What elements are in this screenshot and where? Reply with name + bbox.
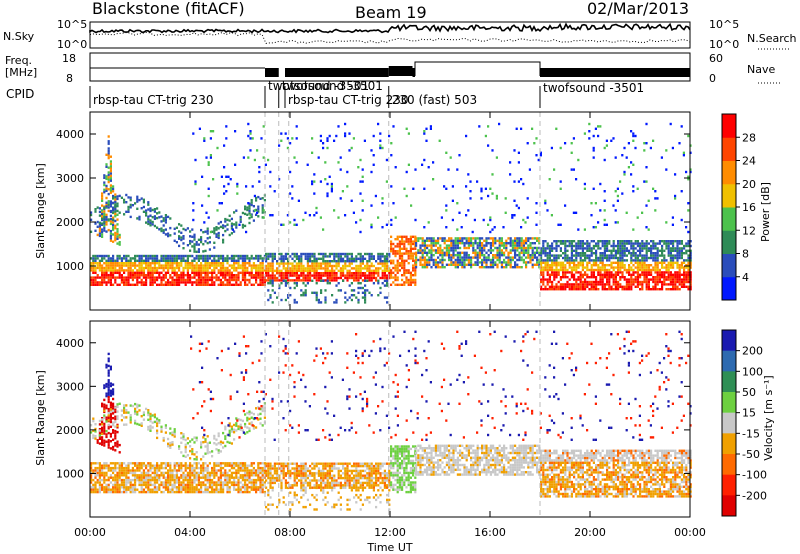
- nave-tick-bottom: 0: [709, 72, 716, 85]
- nave-label: Nave: [747, 63, 775, 76]
- nsky-tick-top: 10^5: [57, 18, 87, 31]
- cpid-segment: rbsp-tau CT-trig 230: [93, 93, 213, 107]
- colorbar-tick-label: 4: [742, 271, 749, 284]
- colorbar-swatch: [722, 433, 736, 455]
- nsky-label: N.Sky: [3, 30, 35, 43]
- y-tick-label: 3000: [56, 172, 84, 185]
- nsky-trace: [89, 22, 691, 44]
- power-panel: 1000 2000 3000 4000 Slant Range [km] 4 8 12 16…: [34, 111, 772, 311]
- x-tick-label: 00:00: [674, 526, 706, 539]
- freq-trace: [90, 61, 690, 77]
- velocity-panel: 1000 2000 3000 4000 Slant Range [km] 200 100…: [34, 320, 775, 518]
- colorbar-tick-label: 28: [742, 131, 756, 144]
- colorbar-tick-label: 200: [742, 345, 763, 358]
- y-tick-label: 1000: [56, 467, 84, 480]
- y-tick-label: 2000: [56, 216, 84, 229]
- colorbar-swatch: [722, 253, 736, 278]
- y-tick-label: 4000: [56, 128, 84, 141]
- x-tick-label: 00:00: [74, 526, 106, 539]
- colorbar-tick-label: 100: [742, 365, 763, 378]
- cpid-segment: twofsound -3501: [282, 79, 383, 93]
- colorbar-tick-label: 20: [742, 178, 756, 191]
- x-tick-label: 12:00: [374, 526, 406, 539]
- colorbar-swatch: [722, 160, 736, 185]
- colorbar-tick-label: 50: [742, 386, 756, 399]
- y-tick-label: 4000: [56, 337, 84, 350]
- colorbar-tick-label: -100: [742, 469, 767, 482]
- colorbar-tick-label: -15: [742, 427, 760, 440]
- colorbar-swatch: [722, 474, 736, 496]
- nsearch-tick-top: 10^5: [709, 18, 739, 31]
- colorbar-swatch: [722, 137, 736, 161]
- beam-label: Beam 19: [355, 3, 427, 22]
- velocity-ylabel: Slant Range [km]: [34, 370, 47, 466]
- velocity-colorbar-label: Velocity [m s⁻¹]: [762, 375, 775, 460]
- nsearch-label: N.Search: [747, 32, 797, 45]
- freq-panel: Freq. [MHz] 18 8 60 0 Nave: [5, 52, 780, 85]
- x-tick-label: 16:00: [474, 526, 506, 539]
- colorbar-swatch: [722, 392, 736, 414]
- x-tick-label: 04:00: [174, 526, 206, 539]
- colorbar-tick-label: 12: [742, 224, 756, 237]
- cpid-segment: 230 (fast) 503: [392, 93, 477, 107]
- date-label: 02/Mar/2013: [587, 0, 689, 18]
- colorbar-swatch: [722, 114, 736, 138]
- colorbar-swatch: [722, 371, 736, 393]
- colorbar-swatch: [722, 495, 736, 517]
- freq-label-line1: Freq.: [5, 54, 32, 67]
- colorbar-tick-label: 8: [742, 248, 749, 261]
- colorbar-swatch: [722, 276, 736, 301]
- y-tick-label: 1000: [56, 260, 84, 273]
- x-axis-label: Time UT: [366, 541, 412, 554]
- power-colorbar-label: Power [dB]: [759, 182, 772, 242]
- x-tick-label: 08:00: [274, 526, 306, 539]
- colorbar-swatch: [722, 207, 736, 231]
- cpid-segment: twofsound -3501: [543, 81, 644, 95]
- colorbar-swatch: [722, 330, 736, 352]
- y-tick-label: 2000: [56, 424, 84, 437]
- cpid-segment: twofsound -3501: [268, 79, 369, 93]
- colorbar-swatch: [722, 230, 736, 254]
- chart-title: Blackstone (fitACF): [92, 0, 245, 18]
- power-ylabel: Slant Range [km]: [34, 163, 47, 259]
- colorbar-swatch: [722, 183, 736, 208]
- freq-label-line2: [MHz]: [5, 66, 37, 79]
- colorbar-tick-label: -200: [742, 489, 767, 502]
- colorbar-tick-label: 16: [742, 201, 756, 214]
- nsearch-tick-bottom: 10^0: [709, 38, 739, 51]
- colorbar-swatch: [722, 454, 736, 476]
- cpid-segment: rbsp-tau CT-trig 230: [288, 93, 408, 107]
- colorbar-tick-label: 24: [742, 155, 756, 168]
- nave-tick-top: 60: [709, 52, 723, 65]
- colorbar-tick-label: -50: [742, 448, 760, 461]
- colorbar-swatch: [722, 412, 736, 434]
- cpid-label: CPID: [6, 87, 34, 101]
- nsky-panel: N.Sky 10^5 10^0 10^5 10^0 N.Search: [3, 18, 797, 51]
- x-axis: 00:00 04:00 08:00 12:00 16:00 20:00 00:00: [74, 112, 706, 539]
- colorbar-swatch: [722, 350, 736, 372]
- x-tick-label: 20:00: [574, 526, 606, 539]
- colorbar-tick-label: 15: [742, 407, 756, 420]
- freq-tick-top: 18: [62, 52, 76, 65]
- y-tick-label: 3000: [56, 380, 84, 393]
- freq-tick-bottom: 8: [66, 72, 73, 85]
- nsky-tick-bottom: 10^0: [57, 38, 87, 51]
